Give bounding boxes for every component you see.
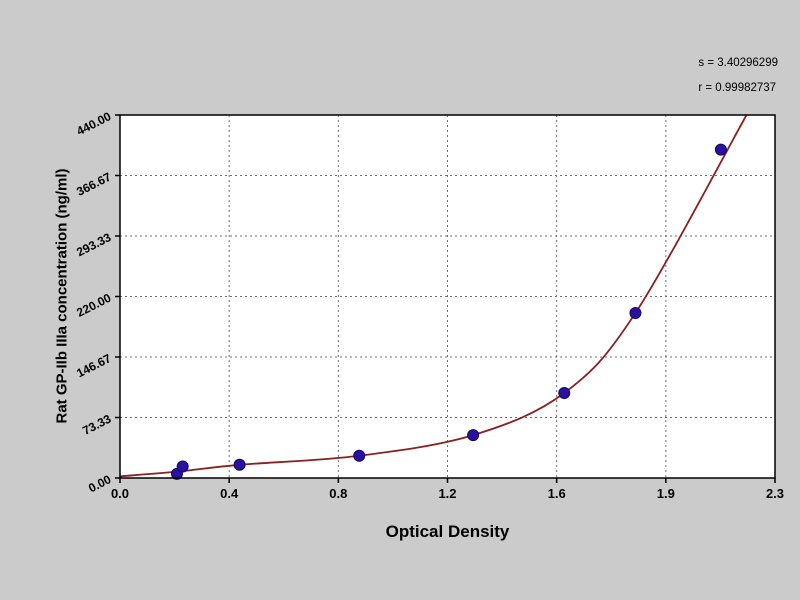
x-axis-title: Optical Density: [385, 522, 510, 541]
data-point: [467, 429, 480, 442]
y-tick-label: 366.67: [74, 170, 113, 199]
y-tick-label: 146.67: [74, 351, 113, 380]
y-tick-label: 220.00: [74, 291, 113, 320]
x-tick-label: 1.9: [657, 486, 675, 501]
data-point: [353, 449, 366, 462]
data-point: [233, 458, 246, 471]
x-tick-label: 0.4: [220, 486, 239, 501]
data-point: [176, 460, 189, 473]
x-tick-label: 0.8: [329, 486, 347, 501]
annotation-correlation: r = 0.99982737: [698, 81, 777, 94]
fit-annotations: s = 3.40296299 r = 0.99982737: [698, 57, 778, 107]
x-tick-label: 1.6: [548, 486, 566, 501]
y-axis-title: Rat GP-IIb IIIa concentration (ng/ml): [53, 168, 71, 424]
x-tick-label: 0.0: [111, 486, 129, 501]
data-point: [629, 307, 642, 319]
y-tick-label: 73.33: [80, 412, 113, 438]
data-point: [558, 387, 571, 400]
y-tick-label: 293.33: [74, 230, 113, 259]
x-tick-label: 2.3: [766, 486, 784, 501]
y-tick-label: 0.00: [86, 472, 113, 495]
x-tick-label: 1.2: [438, 486, 456, 501]
annotation-slope: s = 3.40296299: [698, 57, 778, 69]
data-point: [714, 143, 727, 156]
y-tick-label: 440.00: [74, 109, 113, 138]
